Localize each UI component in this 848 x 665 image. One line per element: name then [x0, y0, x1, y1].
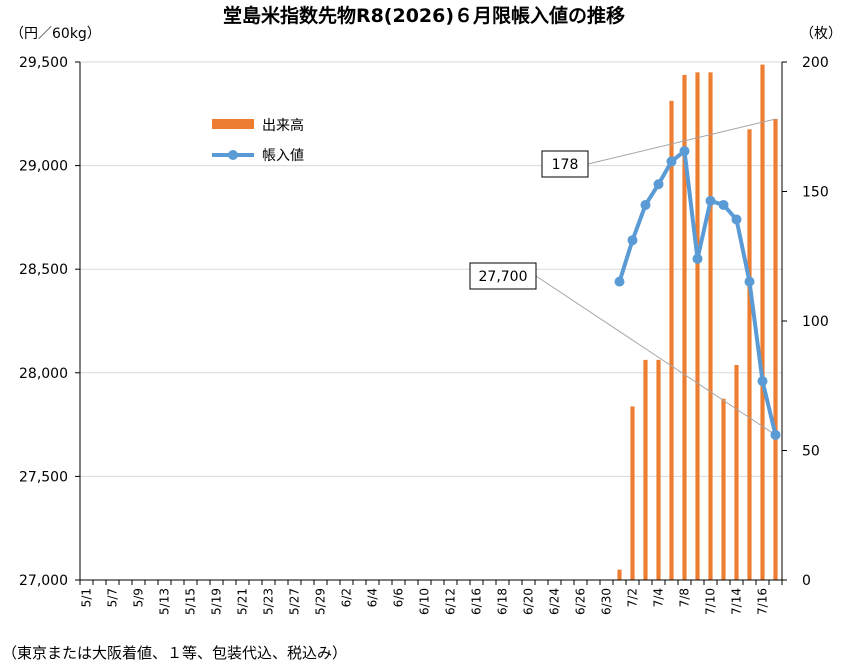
settlement-point: [770, 429, 781, 440]
y-right-tick-label: 150: [802, 185, 829, 201]
x-tick-label: 7/10: [704, 588, 718, 615]
settlement-point: [640, 199, 651, 210]
settlement-point: [666, 156, 677, 167]
settlement-point: [731, 214, 742, 225]
x-tick-label: 5/9: [132, 588, 146, 607]
y-left-tick-label: 27,500: [19, 469, 68, 485]
volume-bar: [708, 72, 713, 581]
legend-item-volume: 出来高: [262, 117, 304, 134]
settlement-point: [627, 235, 638, 246]
settlement-point: [692, 253, 703, 264]
y-right-unit-label: （枚）: [800, 26, 842, 42]
x-tick-label: 6/6: [392, 588, 406, 607]
volume-bar: [669, 100, 674, 580]
x-tick-label: 6/2: [340, 588, 354, 607]
x-tick-label: 7/4: [652, 588, 666, 607]
x-tick-label: 5/13: [158, 588, 172, 615]
x-tick-label: 5/1: [80, 588, 94, 607]
callout-box: [469, 262, 537, 290]
x-tick-label: 6/12: [444, 588, 458, 615]
x-tick-label: 5/7: [106, 588, 120, 607]
y-left-tick-label: 28,000: [19, 366, 68, 382]
x-ticks: 5/1 5/7 5/9 5/13 5/15 5/19 5/21 5/23 5/27 5/29 6/2…: [80, 588, 770, 615]
volume-bar: [721, 398, 726, 580]
legend-bar-swatch: [212, 119, 254, 129]
settlement-point: [757, 376, 768, 387]
callout-box: [541, 150, 589, 178]
y-left-tick-label: 29,500: [19, 55, 68, 71]
legend: 出来高 帳入値: [212, 117, 304, 164]
x-tick-label: 7/8: [678, 588, 692, 607]
y-left-unit-label: （円／60kg）: [10, 26, 101, 42]
y-left-tick-label: 29,000: [19, 159, 68, 175]
callouts: 178 27,700: [469, 150, 589, 290]
x-tick-label: 6/20: [522, 588, 536, 615]
y-right-tick-label: 200: [802, 55, 829, 71]
y-left-tick-label: 28,500: [19, 262, 68, 278]
volume-bar: [734, 365, 739, 580]
footnote: （東京または大阪着値、１等、包装代込、税込み）: [2, 644, 347, 662]
settlement-point: [718, 199, 729, 210]
settlement-point: [705, 195, 716, 206]
x-tick-label: 5/23: [262, 588, 276, 615]
chart-title: 堂島米指数先物R8(2026)６月限帳入値の推移: [223, 4, 625, 27]
x-tick-label: 6/4: [366, 588, 380, 607]
x-tick-label: 7/14: [730, 588, 744, 615]
x-tick-label: 5/27: [288, 588, 302, 615]
x-tick-label: 6/26: [574, 588, 588, 615]
settlement-line: [614, 146, 781, 440]
x-tick-label: 5/29: [314, 588, 328, 615]
settlement-point: [653, 179, 664, 190]
x-tick-label: 6/10: [418, 588, 432, 615]
x-tick-label: 6/18: [496, 588, 510, 615]
gridlines: [80, 61, 782, 477]
volume-bar: [643, 359, 648, 580]
volume-bar: [760, 64, 765, 581]
callout-leaders: [535, 118, 776, 436]
volume-bar: [656, 359, 661, 580]
volume-bar: [773, 118, 778, 580]
legend-line-marker: [228, 150, 238, 160]
x-tick-label: 7/16: [756, 588, 770, 615]
callout-leader: [535, 275, 776, 436]
y-left-tick-label: 27,000: [19, 573, 68, 589]
x-tick-label: 7/2: [626, 588, 640, 607]
settlement-point: [679, 146, 690, 157]
y-right-ticks: 0 50 100 150 200: [802, 55, 829, 589]
y-right-tick-label: 100: [802, 314, 829, 330]
volume-bar: [682, 74, 687, 580]
callout-leader: [587, 118, 776, 165]
x-tick-label: 6/24: [548, 588, 562, 615]
callout-label: 178: [552, 157, 579, 173]
settlement-point: [614, 276, 625, 287]
volume-bar: [617, 569, 622, 580]
y-right-tick-label: 50: [802, 444, 820, 460]
x-tick-label: 6/16: [470, 588, 484, 615]
settlement-point: [744, 276, 755, 287]
volume-bars: [617, 64, 778, 581]
volume-bar: [630, 406, 635, 580]
axes: [75, 61, 787, 585]
x-tick-label: 5/19: [210, 588, 224, 615]
callout-label: 27,700: [479, 269, 528, 285]
x-tick-label: 6/30: [600, 588, 614, 615]
y-left-ticks: 27,000 27,500 28,000 28,500 29,000 29,500: [19, 55, 68, 589]
legend-item-settlement: 帳入値: [262, 148, 304, 164]
x-tick-label: 5/15: [184, 588, 198, 615]
x-tick-label: 5/21: [236, 588, 250, 615]
volume-bar: [695, 72, 700, 581]
volume-bar: [747, 129, 752, 580]
y-right-tick-label: 0: [802, 573, 811, 589]
